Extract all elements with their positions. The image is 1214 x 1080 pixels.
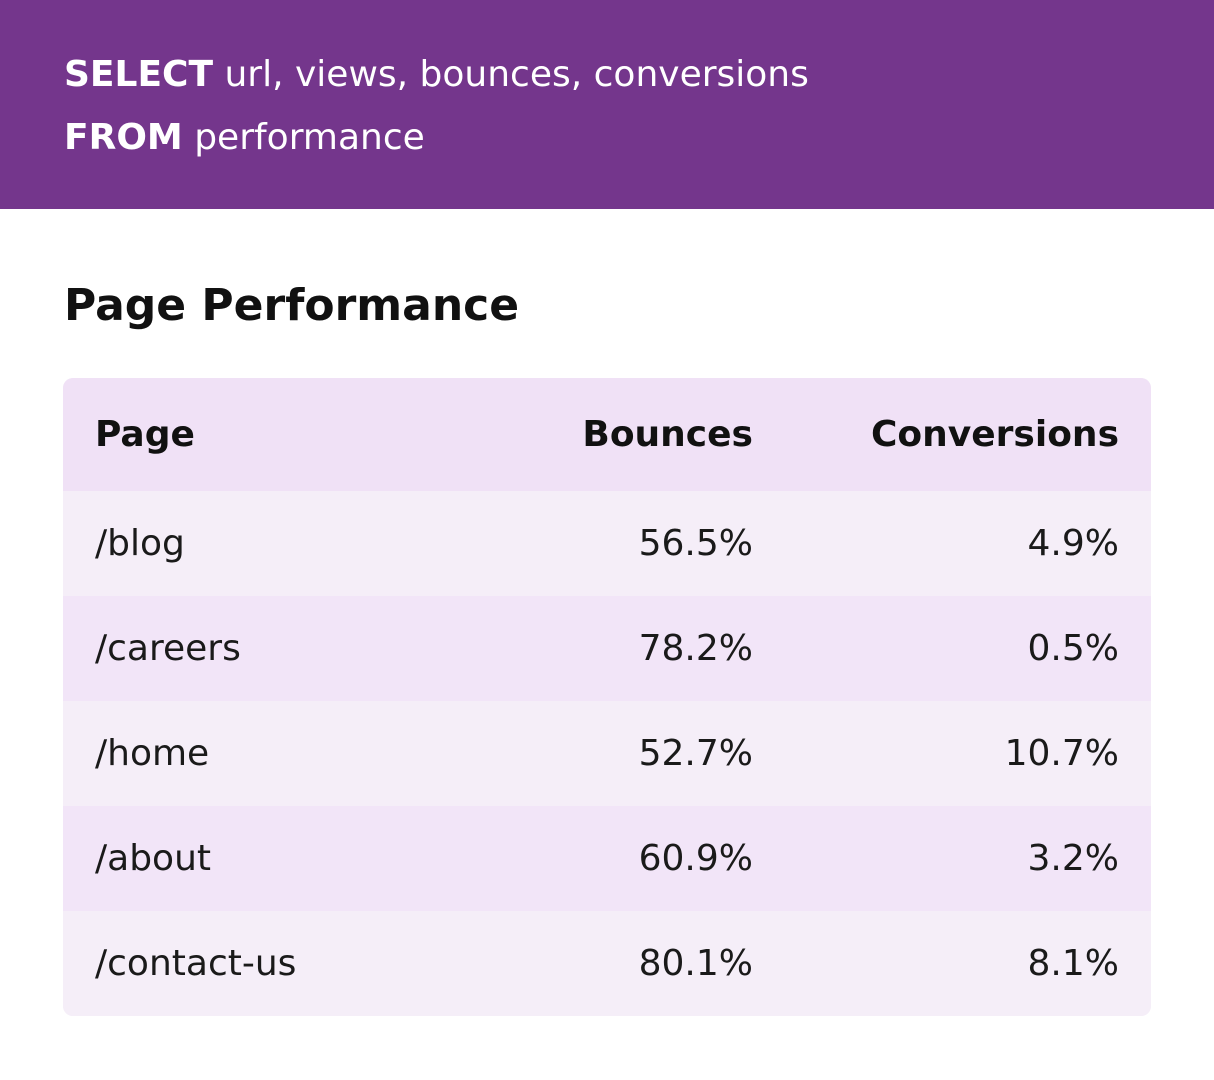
- column-header-conversions: Conversions: [871, 414, 1119, 455]
- query-from-line: FROM performance: [64, 116, 425, 160]
- bounces-cell: 78.2%: [638, 628, 753, 669]
- select-keyword: SELECT: [64, 54, 214, 95]
- table-row: /blog 56.5% 4.9%: [63, 491, 1151, 596]
- column-header-page: Page: [95, 414, 195, 455]
- column-header-bounces: Bounces: [582, 414, 753, 455]
- bounces-cell: 52.7%: [638, 733, 753, 774]
- query-header: SELECT url, views, bounces, conversions …: [0, 0, 1214, 209]
- table-row: /about 60.9% 3.2%: [63, 806, 1151, 911]
- performance-table: Page Bounces Conversions /blog 56.5% 4.9…: [63, 378, 1151, 1016]
- page-cell: /blog: [95, 523, 185, 564]
- page-cell: /home: [95, 733, 210, 774]
- bounces-cell: 56.5%: [638, 523, 753, 564]
- table-row: /home 52.7% 10.7%: [63, 701, 1151, 806]
- conversions-cell: 10.7%: [1004, 733, 1119, 774]
- table-header-row: Page Bounces Conversions: [63, 378, 1151, 491]
- conversions-cell: 0.5%: [1027, 628, 1119, 669]
- from-table: performance: [194, 117, 425, 158]
- select-fields: url, views, bounces, conversions: [224, 54, 809, 95]
- from-keyword: FROM: [64, 117, 183, 158]
- table-row: /careers 78.2% 0.5%: [63, 596, 1151, 701]
- performance-table-container: Page Bounces Conversions /blog 56.5% 4.9…: [63, 378, 1151, 1016]
- conversions-cell: 4.9%: [1027, 523, 1119, 564]
- bounces-cell: 80.1%: [638, 943, 753, 984]
- page-title: Page Performance: [64, 280, 520, 331]
- page-cell: /contact-us: [95, 943, 297, 984]
- page-cell: /about: [95, 838, 211, 879]
- page-cell: /careers: [95, 628, 241, 669]
- conversions-cell: 3.2%: [1027, 838, 1119, 879]
- query-select-line: SELECT url, views, bounces, conversions: [64, 53, 809, 97]
- table-row: /contact-us 80.1% 8.1%: [63, 911, 1151, 1016]
- bounces-cell: 60.9%: [638, 838, 753, 879]
- conversions-cell: 8.1%: [1027, 943, 1119, 984]
